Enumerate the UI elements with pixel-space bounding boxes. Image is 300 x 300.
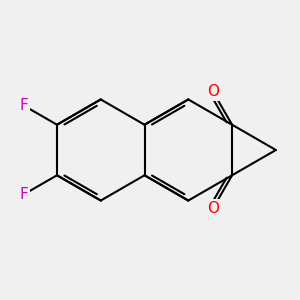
Text: F: F	[20, 187, 28, 202]
Text: O: O	[207, 201, 219, 216]
Text: O: O	[207, 84, 219, 99]
Text: F: F	[20, 98, 28, 113]
